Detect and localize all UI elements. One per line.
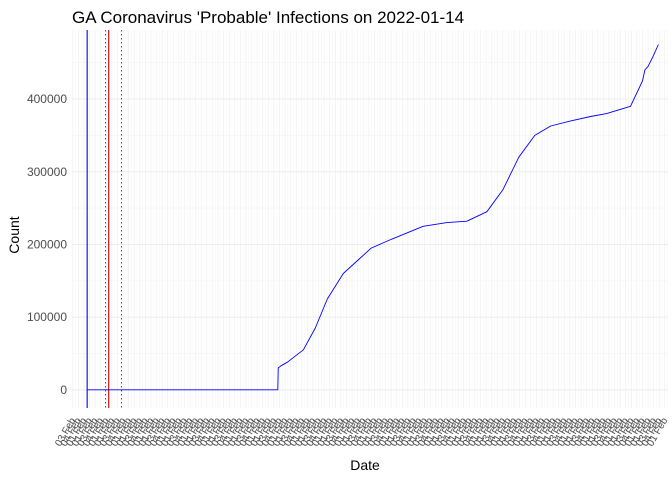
y-tick-label: 300000 xyxy=(27,165,67,179)
chart-title: GA Coronavirus 'Probable' Infections on … xyxy=(72,8,464,27)
reference-lines xyxy=(86,30,122,408)
y-tick-label: 400000 xyxy=(27,92,67,106)
y-tick-label: 0 xyxy=(60,383,67,397)
y-axis: 0 100000 200000 300000 400000 xyxy=(27,92,67,397)
data-series xyxy=(87,44,659,391)
grid-layer xyxy=(72,30,668,408)
series-line-probable-infections xyxy=(87,44,659,391)
x-axis-title: Date xyxy=(350,457,380,473)
y-tick-label: 100000 xyxy=(27,310,67,324)
y-tick-label: 200000 xyxy=(27,237,67,251)
y-axis-title: Count xyxy=(6,216,22,253)
